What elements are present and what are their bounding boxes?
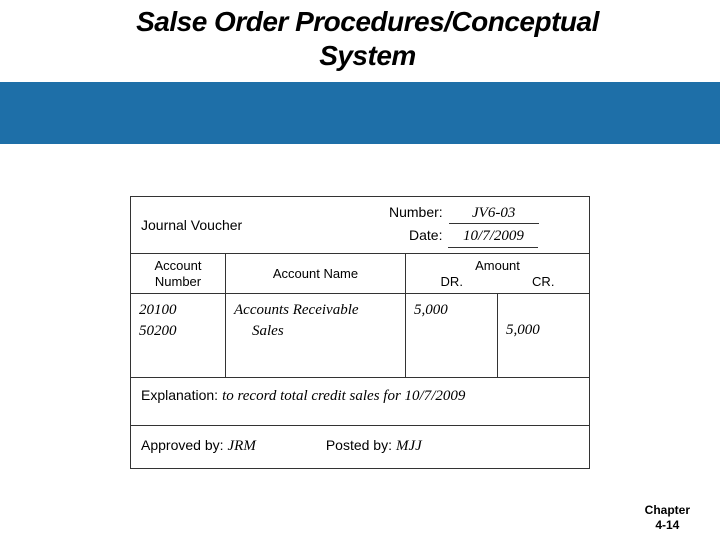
row1-dr: 5,000 bbox=[414, 300, 489, 320]
column-headers: AccountNumber Account Name Amount DR. CR… bbox=[131, 253, 589, 293]
cell-acct-num: 20100 50200 bbox=[131, 294, 226, 377]
voucher-header-row: Journal Voucher Number: JV6-03 Date: 10/… bbox=[131, 197, 589, 253]
col-cr: CR. bbox=[498, 274, 590, 293]
signature-row: Approved by: JRM Posted by: MJJ bbox=[131, 425, 589, 468]
col-dr: DR. bbox=[406, 274, 498, 293]
explanation-label: Explanation: bbox=[141, 387, 218, 403]
slide-title: Salse Order Procedures/Conceptual System bbox=[35, 5, 700, 72]
cell-dr: 5,000 bbox=[406, 294, 498, 377]
row1-num: 20100 bbox=[139, 300, 217, 320]
explanation-row: Explanation: to record total credit sale… bbox=[131, 377, 589, 424]
cell-cr: 5,000 bbox=[498, 294, 589, 377]
approved-label: Approved by: bbox=[141, 437, 224, 453]
footer-line1: Chapter bbox=[645, 503, 690, 517]
footer: Chapter 4-14 bbox=[645, 503, 690, 532]
voucher-title-cell: Journal Voucher bbox=[131, 197, 379, 253]
approved-value: JRM bbox=[228, 436, 256, 456]
number-value: JV6-03 bbox=[449, 203, 539, 224]
posted-value: MJJ bbox=[396, 436, 422, 456]
date-label: Date: bbox=[409, 227, 442, 243]
voucher-title: Journal Voucher bbox=[141, 217, 242, 233]
date-value: 10/7/2009 bbox=[448, 226, 538, 247]
title-line2: System bbox=[319, 40, 416, 71]
col-amount: Amount bbox=[406, 254, 589, 274]
cell-acct-name: Accounts Receivable Sales bbox=[226, 294, 406, 377]
row2-num: 50200 bbox=[139, 321, 217, 341]
title-area: Salse Order Procedures/Conceptual System bbox=[0, 0, 720, 77]
row2-cr: 5,000 bbox=[506, 300, 581, 340]
row1-name: Accounts Receivable bbox=[234, 300, 397, 320]
col-acct-num: AccountNumber bbox=[131, 254, 225, 293]
row2-name: Sales bbox=[234, 321, 397, 341]
accent-bar bbox=[0, 82, 720, 144]
data-rows: 20100 50200 Accounts Receivable Sales 5,… bbox=[131, 293, 589, 377]
title-line1: Salse Order Procedures/Conceptual bbox=[136, 6, 599, 37]
number-label: Number: bbox=[389, 204, 443, 220]
explanation-value: to record total credit sales for 10/7/20… bbox=[222, 386, 465, 406]
voucher-container: Journal Voucher Number: JV6-03 Date: 10/… bbox=[0, 196, 720, 469]
col-acct-name: Account Name bbox=[226, 254, 405, 286]
journal-voucher: Journal Voucher Number: JV6-03 Date: 10/… bbox=[130, 196, 590, 469]
posted-label: Posted by: bbox=[326, 437, 392, 453]
footer-line2: 4-14 bbox=[645, 518, 690, 532]
voucher-meta: Number: JV6-03 Date: 10/7/2009 bbox=[379, 197, 589, 253]
